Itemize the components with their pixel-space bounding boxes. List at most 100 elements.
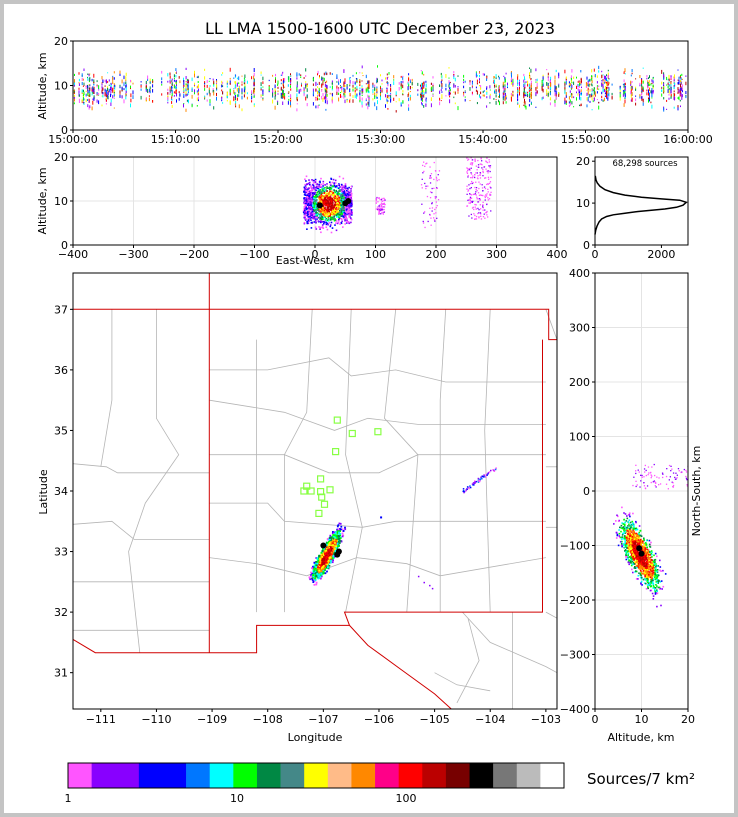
time-source-mark bbox=[331, 88, 333, 91]
ew-source-mark bbox=[326, 222, 329, 225]
ew-source-mark bbox=[312, 198, 314, 200]
time-source-mark bbox=[549, 92, 551, 96]
ew-source-mark bbox=[312, 202, 315, 205]
ew-source-mark bbox=[337, 210, 339, 213]
time-source-mark bbox=[554, 92, 556, 97]
time-source-mark bbox=[253, 104, 255, 108]
time-source-mark bbox=[87, 88, 89, 93]
ew-source-mark bbox=[314, 181, 317, 183]
ew-source-mark bbox=[325, 202, 327, 204]
time-source-mark bbox=[82, 101, 84, 104]
time-source-mark bbox=[83, 103, 85, 105]
time-source-mark bbox=[132, 95, 134, 99]
time-source-mark bbox=[535, 79, 537, 81]
time-source-mark bbox=[607, 97, 609, 101]
time-source-mark bbox=[453, 71, 455, 74]
ew-source-mark bbox=[309, 218, 311, 220]
time-source-mark bbox=[104, 88, 106, 92]
ew-source-mark bbox=[488, 182, 491, 184]
ew-source-mark bbox=[475, 165, 477, 167]
ew-source-mark bbox=[325, 218, 327, 221]
time-source-mark bbox=[519, 104, 520, 108]
time-source-mark bbox=[624, 96, 626, 98]
ew-source-mark bbox=[320, 186, 322, 188]
time-source-mark bbox=[666, 84, 668, 86]
time-source-mark bbox=[88, 99, 90, 103]
time-source-mark bbox=[471, 92, 473, 94]
time-source-mark bbox=[376, 79, 378, 83]
time-source-mark bbox=[593, 90, 595, 95]
time-source-mark bbox=[668, 90, 670, 94]
ew-source-mark bbox=[345, 210, 347, 213]
ew-source-mark bbox=[487, 191, 489, 193]
time-source-mark bbox=[569, 99, 571, 104]
time-source-mark bbox=[650, 101, 652, 104]
ew-source-mark bbox=[308, 211, 311, 214]
time-source-mark bbox=[318, 92, 320, 96]
time-source-mark bbox=[98, 92, 100, 96]
time-source-mark bbox=[642, 98, 644, 103]
time-source-mark bbox=[191, 94, 193, 99]
time-source-mark bbox=[82, 85, 84, 87]
time-source-mark bbox=[183, 85, 185, 87]
time-source-mark bbox=[611, 92, 613, 95]
time-source-mark bbox=[253, 88, 255, 91]
time-source-mark bbox=[338, 92, 340, 95]
time-source-mark bbox=[479, 85, 480, 87]
map-source-mark bbox=[335, 541, 338, 544]
time-source-mark bbox=[361, 88, 363, 92]
time-source-mark bbox=[92, 98, 94, 100]
time-source-mark bbox=[588, 82, 590, 85]
time-source-mark bbox=[624, 91, 626, 94]
ew-source-mark bbox=[480, 163, 482, 165]
time-source-mark bbox=[421, 85, 423, 88]
time-source-mark bbox=[171, 88, 173, 90]
ew-source-mark bbox=[316, 191, 318, 194]
time-source-mark bbox=[486, 105, 488, 108]
ew-source-mark bbox=[313, 188, 316, 191]
time-source-mark bbox=[346, 84, 348, 87]
map-source-mark bbox=[320, 575, 323, 578]
time-source-mark bbox=[529, 67, 530, 69]
time-source-mark bbox=[400, 82, 402, 87]
time-source-mark bbox=[407, 93, 409, 98]
ew-source-mark bbox=[342, 177, 345, 180]
time-source-mark bbox=[652, 87, 654, 89]
time-source-mark bbox=[565, 94, 567, 98]
time-source-mark bbox=[183, 83, 185, 87]
time-source-mark bbox=[318, 90, 320, 94]
time-source-mark bbox=[216, 96, 217, 101]
time-source-mark bbox=[244, 74, 246, 79]
time-source-mark bbox=[107, 95, 109, 100]
time-source-mark bbox=[596, 81, 598, 84]
time-source-mark bbox=[183, 77, 184, 81]
time-source-mark bbox=[601, 95, 603, 99]
time-source-mark bbox=[441, 87, 443, 89]
ew-source-mark bbox=[340, 217, 342, 220]
time-source-mark bbox=[651, 93, 653, 98]
time-source-mark bbox=[512, 94, 514, 97]
ew-source-mark bbox=[327, 220, 330, 222]
ew-source-mark bbox=[486, 183, 488, 186]
time-source-mark bbox=[624, 99, 626, 104]
ew-source-mark bbox=[313, 188, 315, 191]
time-source-mark bbox=[88, 94, 90, 97]
time-source-mark bbox=[495, 94, 497, 98]
alt-tick-label: 20 bbox=[54, 151, 68, 164]
time-source-mark bbox=[110, 98, 112, 103]
time-source-mark bbox=[185, 83, 187, 85]
ew-source-mark bbox=[306, 214, 308, 217]
ew-source-mark bbox=[420, 184, 423, 186]
time-source-mark bbox=[606, 74, 607, 77]
time-source-mark bbox=[221, 74, 223, 76]
time-source-mark bbox=[663, 97, 665, 100]
ew-source-mark bbox=[326, 194, 328, 197]
map-source-mark bbox=[328, 564, 331, 567]
ew-source-mark bbox=[470, 177, 472, 179]
time-source-mark bbox=[549, 102, 551, 106]
ew-source-mark bbox=[377, 209, 379, 211]
time-source-mark bbox=[569, 90, 571, 93]
ew-source-mark bbox=[310, 219, 312, 222]
time-source-mark bbox=[244, 82, 246, 87]
time-source-mark bbox=[502, 96, 504, 99]
